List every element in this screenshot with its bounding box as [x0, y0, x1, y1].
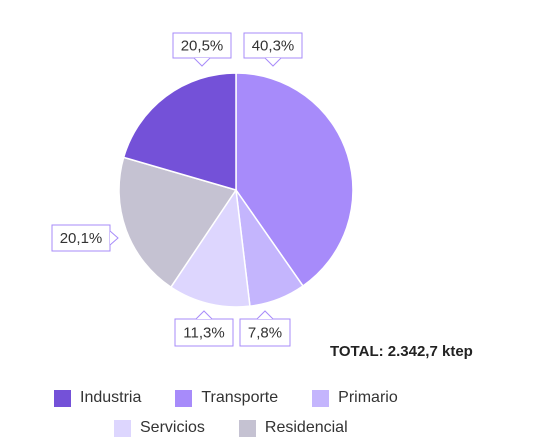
- legend-swatch-transporte: [175, 389, 193, 407]
- legend-row-1: Industria Transporte Primario: [54, 389, 398, 407]
- callout-tail-servicios: [195, 310, 213, 320]
- legend-row-2: Servicios Residencial: [114, 419, 348, 437]
- legend-swatch-primario: [312, 389, 330, 407]
- callout-box-industria: [172, 32, 232, 59]
- callout-tail-primario: [256, 310, 274, 320]
- data-label-industria: 20,5%: [181, 38, 224, 55]
- legend-item-primario: Primario: [312, 389, 398, 407]
- callout-residencial: 20,1%: [51, 224, 119, 252]
- total-label: TOTAL: 2.342,7 ktep: [330, 343, 473, 360]
- callout-industria: 20,5%: [172, 32, 232, 67]
- legend-label-industria: Industria: [80, 389, 142, 406]
- pie-slice-servicios: [169, 187, 251, 308]
- data-label-servicios: 11,3%: [183, 325, 224, 342]
- callout-tail-residencial: [109, 230, 119, 246]
- pie-slice-transporte: [235, 72, 354, 287]
- legend-label-servicios: Servicios: [140, 419, 205, 436]
- legend-label-transporte: Transporte: [201, 389, 279, 406]
- legend-swatch-industria: [54, 389, 71, 407]
- callout-box-residencial: [51, 224, 111, 252]
- callout-primario: 7,8%: [239, 310, 291, 347]
- callout-tail-transporte: [264, 57, 282, 67]
- legend-swatch-servicios: [114, 419, 131, 437]
- legend-label-primario: Primario: [338, 389, 398, 406]
- data-label-primario: 7,8%: [248, 325, 282, 342]
- pie-slice-industria: [122, 72, 237, 191]
- legend-item-residencial: Residencial: [238, 419, 348, 437]
- callout-transporte: 40,3%: [243, 32, 303, 67]
- callout-box-transporte: [243, 32, 303, 59]
- legend-item-transporte: Transporte: [175, 389, 278, 407]
- data-label-residencial: 20,1%: [60, 230, 103, 247]
- legend-label-residencial: Residencial: [264, 419, 348, 436]
- legend-item-industria: Industria: [54, 389, 141, 407]
- callout-box-primario: [239, 318, 291, 347]
- callout-tail-industria: [193, 57, 211, 67]
- data-label-transporte: 40,3%: [252, 38, 295, 55]
- legend-item-servicios: Servicios: [114, 419, 205, 437]
- callout-servicios: 11,3%: [174, 310, 234, 347]
- legend-swatch-residencial: [238, 419, 256, 437]
- pie-slice-residencial: [118, 156, 238, 289]
